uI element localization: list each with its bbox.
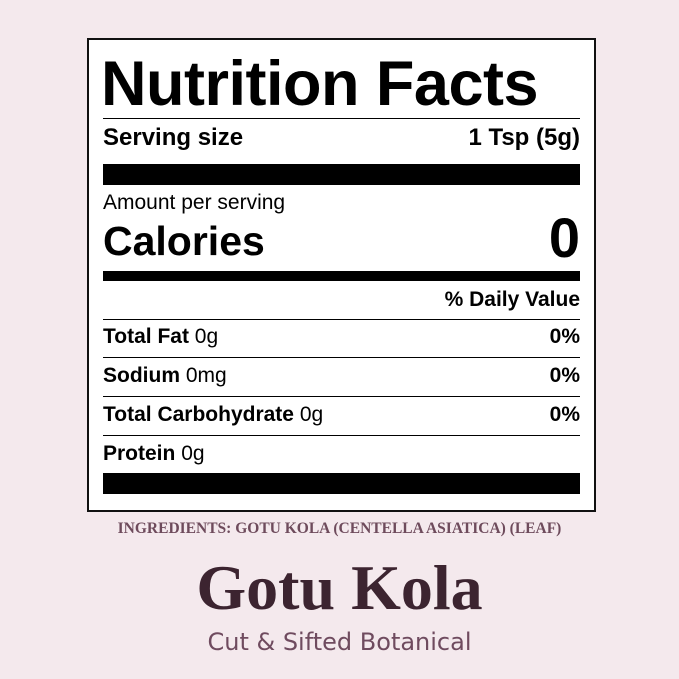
nutrition-facts-label: Nutrition Facts Serving size 1 Tsp (5g) …: [87, 38, 596, 512]
nutrient-dv: 0%: [549, 403, 580, 426]
nutrient-amount: 0g: [299, 403, 324, 426]
calories-value: 0: [548, 206, 580, 269]
nutrient-dv: 0%: [549, 325, 580, 348]
thick-divider: [103, 164, 580, 185]
nutrient-amount: 0g: [194, 325, 219, 348]
label-title: Nutrition Facts: [101, 49, 539, 119]
thick-divider: [103, 271, 580, 281]
nutrient-name: Total Carbohydrate: [103, 403, 294, 426]
calories-label: Calories: [103, 218, 265, 264]
amount-per-serving: Amount per serving: [103, 191, 286, 214]
nutrient-row-total-fat: Total Fat 0g: [103, 325, 218, 349]
product-name: Gotu Kola: [196, 552, 483, 623]
divider: [103, 396, 580, 397]
divider: [103, 357, 580, 358]
nutrient-row-total-carbohydrate: Total Carbohydrate 0g: [103, 403, 323, 427]
serving-size-value: 1 Tsp (5g): [468, 124, 580, 151]
nutrient-dv: 0%: [549, 364, 580, 387]
nutrient-name: Protein: [103, 442, 176, 465]
nutrient-amount: 0g: [181, 442, 205, 465]
divider: [103, 435, 580, 436]
nutrient-name: Total Fat: [103, 325, 189, 348]
divider: [103, 319, 580, 320]
nutrient-amount: 0mg: [185, 364, 227, 387]
nutrient-name: Sodium: [103, 364, 180, 387]
nutrient-row-sodium: Sodium 0mg: [103, 364, 227, 388]
daily-value-header: % Daily Value: [444, 288, 580, 311]
divider: [103, 118, 580, 119]
product-subtitle: Cut & Sifted Botanical: [207, 628, 472, 656]
ingredients-text: INGREDIENTS: GOTU KOLA (CENTELLA ASIATIC…: [117, 520, 562, 537]
nutrient-row-protein: Protein 0g: [103, 442, 205, 466]
thick-divider: [103, 473, 580, 494]
serving-size-label: Serving size: [103, 124, 244, 151]
